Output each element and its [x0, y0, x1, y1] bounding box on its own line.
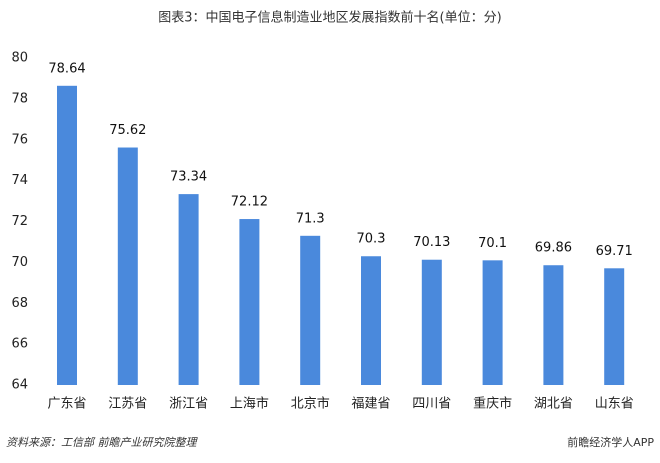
value-label: 69.71 [596, 244, 633, 259]
x-tick-label: 江苏省 [108, 396, 147, 412]
x-tick-label: 重庆市 [473, 396, 512, 412]
y-tick-label: 78 [11, 91, 28, 106]
bar [361, 256, 381, 385]
bar [178, 194, 199, 385]
y-tick-label: 68 [11, 296, 28, 311]
x-tick-label: 福建省 [351, 397, 390, 412]
value-label: 75.62 [109, 123, 146, 138]
y-tick-label: 70 [11, 255, 28, 270]
publisher: 前瞻经济学人APP [567, 435, 654, 449]
x-tick-label: 四川省 [412, 397, 451, 412]
value-label: 70.3 [357, 232, 386, 247]
x-tick-label: 广东省 [47, 397, 86, 412]
bar [543, 265, 564, 385]
bar [57, 85, 77, 386]
source-note: 资料来源：工信部 前瞻产业研究院整理 [6, 436, 198, 449]
x-tick-label: 湖北省 [534, 397, 573, 412]
value-label: 73.34 [170, 170, 207, 185]
chart-title: 图表3：中国电子信息制造业地区发展指数前十名(单位：分) [158, 10, 501, 26]
y-tick-label: 74 [11, 173, 28, 188]
y-tick-label: 72 [11, 214, 28, 229]
bar [482, 260, 503, 385]
x-tick-label: 浙江省 [169, 397, 208, 412]
bar [604, 268, 625, 385]
bar [300, 235, 321, 385]
y-tick-label: 64 [11, 378, 28, 393]
value-label: 69.86 [535, 241, 572, 256]
value-label: 72.12 [231, 195, 268, 210]
y-tick-label: 76 [11, 132, 28, 147]
bar [239, 219, 260, 385]
value-label: 78.64 [48, 61, 85, 76]
bar [421, 259, 442, 385]
y-tick-label: 80 [11, 51, 28, 66]
value-label: 70.1 [478, 236, 507, 251]
x-tick-label: 上海市 [230, 396, 269, 412]
x-tick-label: 北京市 [291, 396, 330, 412]
bar [117, 147, 138, 385]
value-label: 70.13 [413, 235, 450, 250]
value-label: 71.3 [296, 211, 325, 226]
y-tick-label: 66 [11, 337, 28, 352]
x-tick-label: 山东省 [595, 397, 634, 412]
